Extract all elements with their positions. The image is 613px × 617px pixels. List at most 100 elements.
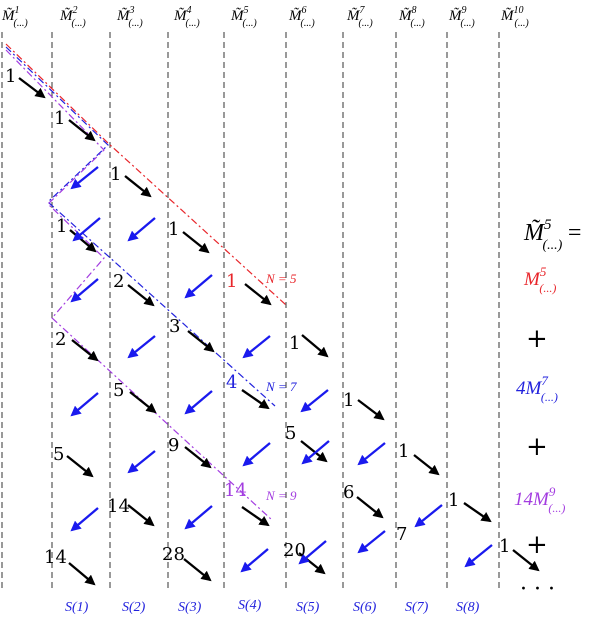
column-header: M̃1 (...) (1, 5, 28, 29)
grid-number: 7 (396, 524, 407, 545)
grid-number: 5 (53, 444, 64, 465)
grid-number: 1 (5, 66, 16, 87)
arrow-down-right (129, 391, 157, 414)
arrow-down-right (241, 506, 270, 527)
arrow-down-left (464, 544, 493, 568)
plus-sign: + (526, 324, 548, 354)
arrow-down-right (66, 455, 94, 478)
grid-number: 14 (44, 547, 67, 568)
arrow-down-left (70, 278, 99, 303)
arrow-down-right (183, 558, 212, 582)
arrow-down-right (184, 446, 212, 469)
s-label: S(2) (122, 600, 146, 615)
column-header: M̃4 (...) (173, 5, 200, 29)
grid-number: 1 (110, 164, 121, 185)
grid-number: 1 (499, 536, 510, 557)
arrow-down-left (70, 507, 99, 532)
arrow-down-left (127, 450, 156, 474)
grid-number: 14 (224, 480, 247, 501)
column-header: M̃7 (...) (346, 5, 373, 29)
s-label: S(3) (178, 600, 202, 615)
arrow-down-left (357, 530, 386, 554)
path-outline (5, 46, 276, 407)
arrow-down-right (301, 334, 329, 358)
path-outlines (5, 43, 287, 521)
equation-term-3: 14M9 (...) (514, 484, 565, 515)
arrow-down-left (357, 442, 386, 466)
column-header: M̃8 (...) (398, 5, 425, 29)
grid-number: 20 (283, 540, 306, 561)
plus-sign: + (526, 432, 548, 462)
column-headers: M̃1 (...) M̃2 (...) M̃3 (...) M̃4 (...) M̃5(… (1, 5, 529, 29)
grid-number: 1 (448, 490, 459, 511)
arrow-down-left (127, 217, 156, 242)
s-label: S(6) (353, 600, 377, 615)
arrow-down-right (512, 549, 540, 572)
arrow-down-left (414, 504, 443, 528)
column-header: M̃10 (...) (500, 5, 529, 29)
arrow-down-right (71, 339, 99, 362)
arrow-down-left (184, 274, 213, 299)
grid-number: 14 (107, 496, 130, 517)
arrow-down-left (240, 548, 269, 573)
grid-number: 3 (169, 316, 180, 337)
grid-number: 1 (54, 108, 65, 129)
grid-number: 5 (285, 423, 296, 444)
grid-number: 1 (289, 333, 300, 354)
equation-term-1: M5 (...) (523, 264, 556, 295)
s-label: S(8) (456, 600, 480, 615)
arrow-down-left (70, 166, 99, 190)
grid-number: 1 (398, 441, 409, 462)
equation-lhs: M̃5 (...) = (523, 217, 583, 253)
s-label: S(4) (238, 598, 262, 613)
grid-number: 2 (113, 271, 124, 292)
arrow-down-right (356, 496, 384, 519)
grid-number: 5 (113, 380, 124, 401)
grid-number: 1 (56, 216, 67, 237)
arrow-down-left (242, 335, 271, 359)
grid-number: 4 (226, 372, 237, 393)
grid-number: 28 (162, 544, 185, 565)
grid-number: 1 (343, 390, 354, 411)
s-label: S(1) (65, 600, 89, 615)
n-label: N = 9 (265, 488, 297, 503)
arrow-down-right (68, 562, 96, 586)
s-label: S(7) (405, 600, 429, 615)
arrow-down-left (184, 390, 213, 415)
column-header: M̃6 (...) (288, 5, 315, 29)
sum-labels: S(1) S(2) S(3) S(4) S(5) S(6) S(7) S(8) (65, 598, 480, 615)
arrow-down-right (463, 502, 492, 523)
arrow-down-right (127, 504, 155, 527)
arrow-down-left (127, 335, 156, 359)
arrow-down-right (127, 284, 155, 307)
arrow-down-left (298, 540, 327, 565)
arrow-down-left (70, 392, 99, 417)
path-length-labels: N = 5 N = 7 N = 9 (265, 271, 297, 503)
arrow-down-right (300, 440, 328, 463)
equation-term-2: 4M7 (...) (516, 373, 558, 404)
column-header: M̃3 (...) (116, 5, 143, 29)
s-label: S(5) (296, 600, 320, 615)
arrow-down-right (124, 175, 152, 198)
grid-number: 1 (168, 219, 179, 240)
column-header: M̃9 (...) (448, 5, 475, 29)
arrow-down-right (413, 454, 440, 476)
column-header: M̃5 (...) (230, 5, 257, 29)
grid-number: 2 (55, 329, 66, 350)
plus-sign: + (526, 530, 548, 560)
grid-number: 1 (226, 271, 237, 292)
grid-numbers: 1 1 1 1 1 2 1 3 2 1 5 4 1 9 5 5 1 14 6 1… (5, 66, 510, 568)
arrow-down-left (184, 505, 213, 530)
arrow-down-left (301, 440, 330, 465)
expansion-equation: M̃5 (...) = M5 (...) + 4M7 (...) + 14M9 (...)… (514, 217, 583, 602)
arrow-down-right (187, 330, 215, 353)
column-header: M̃2 (...) (59, 5, 86, 29)
arrow-down-left (242, 442, 271, 467)
arrow-down-right (244, 283, 272, 306)
arrow-down-left (300, 389, 329, 413)
column-divider-lines (1, 32, 500, 590)
grid-number: 6 (343, 482, 354, 503)
n-label: N = 7 (265, 379, 297, 394)
arrow-down-right (68, 119, 96, 142)
